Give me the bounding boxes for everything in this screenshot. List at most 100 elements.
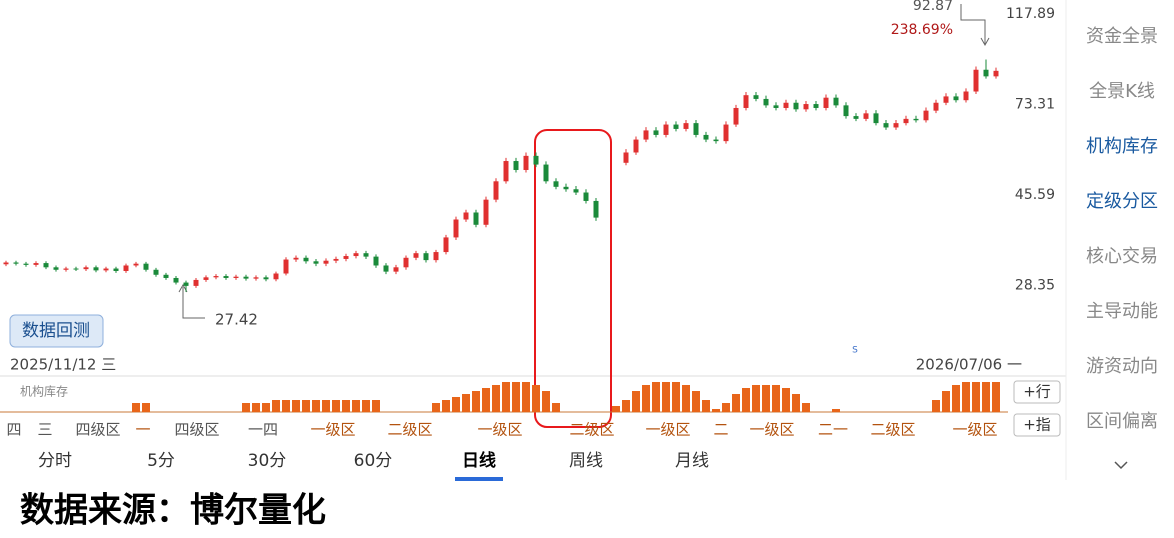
inventory-bar [932, 400, 940, 412]
tab[interactable]: 30分 [248, 451, 287, 471]
tab[interactable]: 周线 [569, 451, 603, 471]
inventory-bar [652, 382, 660, 412]
inventory-bar [632, 391, 640, 412]
candle-body [693, 123, 699, 135]
sidebar-item[interactable]: 游资动向 [1086, 356, 1158, 377]
candle-body [353, 253, 359, 257]
tab[interactable]: 日线 [462, 450, 496, 471]
add-indicator-label[interactable]: +指 [1023, 416, 1051, 434]
backtest-label[interactable]: 数据回测 [22, 321, 90, 341]
add-row-button[interactable] [1013, 380, 1061, 404]
candle-body [793, 102, 799, 110]
candle-body [813, 104, 819, 108]
inventory-bar [672, 382, 680, 412]
sidebar-item[interactable]: 定级分区 [1086, 191, 1158, 212]
candle-body [973, 69, 979, 92]
tab[interactable]: 5分 [147, 451, 175, 471]
candle-body [403, 257, 409, 268]
footer: 数据来源：博尔量化 [20, 491, 326, 531]
low-label: 27.42 [215, 311, 258, 329]
zone-label: 三 [37, 421, 52, 439]
inventory-bar [352, 400, 360, 412]
candle-body [963, 91, 969, 101]
candle-body [513, 161, 519, 170]
sidebar-item[interactable]: 全景K线 [1089, 81, 1155, 102]
zone-label: 一级区 [477, 421, 522, 439]
inventory-bar [772, 385, 780, 412]
inventory-bar [752, 385, 760, 412]
candle-body [83, 267, 89, 270]
zone-label: 四级区 [75, 421, 120, 439]
tab[interactable]: 月线 [675, 451, 709, 471]
inventory-bar [762, 385, 770, 412]
low-pointer [182, 287, 205, 319]
zone-label: 四 [6, 421, 21, 439]
inventory-bar [362, 400, 370, 412]
candle-body [853, 116, 859, 119]
candle-body [483, 199, 489, 225]
inventory-bar [982, 382, 990, 412]
candle-body [253, 277, 259, 279]
candle-body [313, 261, 319, 264]
candle-body [873, 113, 879, 124]
add-row-label[interactable]: +行 [1023, 383, 1051, 401]
candle-body [443, 237, 449, 253]
candle-body [733, 107, 739, 125]
inventory-bar [682, 385, 690, 412]
zone-label: 二级区 [870, 421, 915, 439]
candle-body [193, 279, 199, 286]
marker: S [852, 346, 858, 356]
y-tick-label: 117.89 [1006, 6, 1055, 22]
inventory-bar [462, 394, 470, 412]
inventory-bar [332, 400, 340, 412]
candle-body [563, 186, 569, 190]
inventory-bar [292, 400, 300, 412]
candle-body [323, 260, 329, 264]
candle-body [753, 95, 759, 99]
inventory-bar [482, 388, 490, 412]
candle-body [243, 276, 249, 279]
sidebar-item[interactable]: 区间偏离 [1086, 411, 1158, 432]
sidebar-item[interactable]: 主导动能 [1086, 301, 1158, 322]
inventory-bar [442, 400, 450, 412]
candle-body [473, 212, 479, 225]
expand-chevron[interactable] [1114, 461, 1128, 470]
tab[interactable]: 60分 [354, 451, 393, 471]
inventory-bar [282, 400, 290, 412]
candle-body [893, 123, 899, 128]
candle-body [153, 269, 159, 275]
inventory-bar [372, 400, 380, 412]
end-date: 2026/07/06 一 [916, 356, 1022, 374]
candle-body [553, 181, 559, 187]
inventory-bar [622, 400, 630, 412]
inventory-bar [522, 382, 530, 412]
candle-body [663, 124, 669, 135]
candle-body [463, 212, 469, 220]
candle-body [703, 134, 709, 140]
inventory-bar [472, 391, 480, 412]
candle-body [833, 97, 839, 106]
candle-body [953, 96, 959, 101]
backtest-button[interactable] [9, 314, 104, 348]
inventory-bar [962, 382, 970, 412]
candle-body [413, 253, 419, 258]
candle-body [493, 181, 499, 200]
candle-body [333, 258, 339, 261]
sidebar-item[interactable]: 机构库存 [1086, 136, 1158, 157]
candle-body [303, 257, 309, 262]
candle-body [183, 282, 189, 286]
candle-body [23, 263, 29, 265]
tab[interactable]: 分时 [38, 451, 72, 471]
candle-body [573, 189, 579, 193]
sidebar-item[interactable]: 资金全景 [1086, 26, 1158, 47]
sidebar-item[interactable]: 核心交易 [1086, 246, 1158, 267]
inventory-bar [262, 403, 270, 412]
candle-body [623, 152, 629, 163]
candle-body [653, 130, 659, 135]
zone-label: 一级区 [645, 421, 690, 439]
add-indicator-button[interactable] [1013, 413, 1061, 437]
inventory-bar [972, 382, 980, 412]
candle-body [273, 273, 279, 280]
